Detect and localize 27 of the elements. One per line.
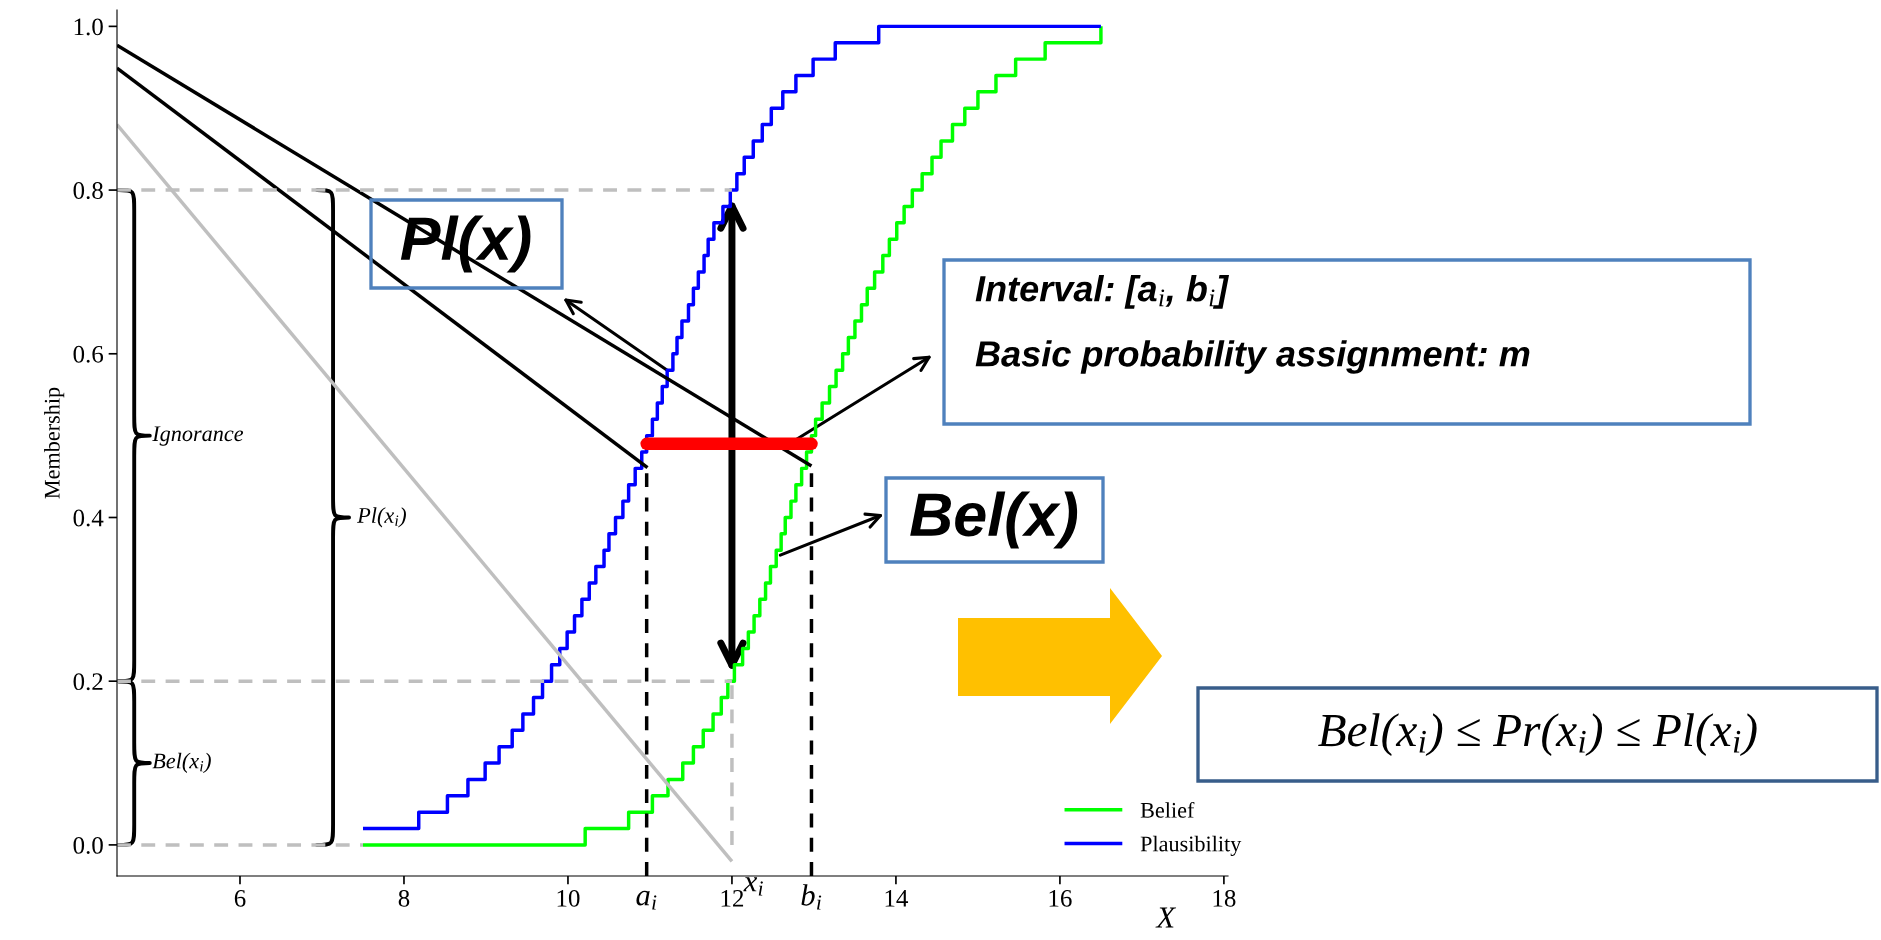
- y-tick-label: 0.4: [73, 509, 104, 527]
- legend-label: Belief: [1140, 801, 1195, 818]
- y-tick-label: 0.2: [73, 673, 103, 691]
- annotation: Bel(x): [910, 491, 1078, 549]
- x-tick-label: 16: [1049, 889, 1072, 907]
- x-tick-label: 8: [398, 889, 410, 907]
- x-tick-label: 12: [721, 889, 744, 907]
- x-tick-label: 18: [1213, 889, 1236, 907]
- y-tick-label: 0.6: [73, 345, 104, 363]
- annotation: Bel(x$_{i}$): [152, 752, 211, 773]
- x-tick-label: 6: [234, 889, 246, 907]
- annotation: b$_{i}$: [801, 884, 822, 910]
- annotation: Ignorance: [152, 426, 244, 446]
- annotation: Basic probability assignment: m: [975, 340, 1530, 374]
- legend-label: Plausibility: [1140, 835, 1242, 856]
- y-tick-label: 0.8: [73, 182, 103, 200]
- annotation: Pl(x$_{i}$): [357, 507, 406, 528]
- text: x$_{i}$: [743, 877, 763, 896]
- y-tick-label: 0.0: [73, 836, 103, 854]
- y-tick-label: 1.0: [74, 18, 103, 36]
- annotation: Interval: [a$_{i}$, b$_{i}$]: [975, 275, 1230, 309]
- text: Bel(x$_{i}$) ≤ Pr(x$_{i}$) ≤ Pl(x$_{i}$): [1318, 713, 1757, 757]
- annotation: a$_{i}$: [636, 890, 657, 910]
- x-tick-label: 14: [885, 890, 909, 907]
- x-tick-label: 10: [557, 889, 580, 907]
- x-axis-title: X: [1155, 907, 1177, 928]
- y-axis-title: Membership: [44, 387, 65, 499]
